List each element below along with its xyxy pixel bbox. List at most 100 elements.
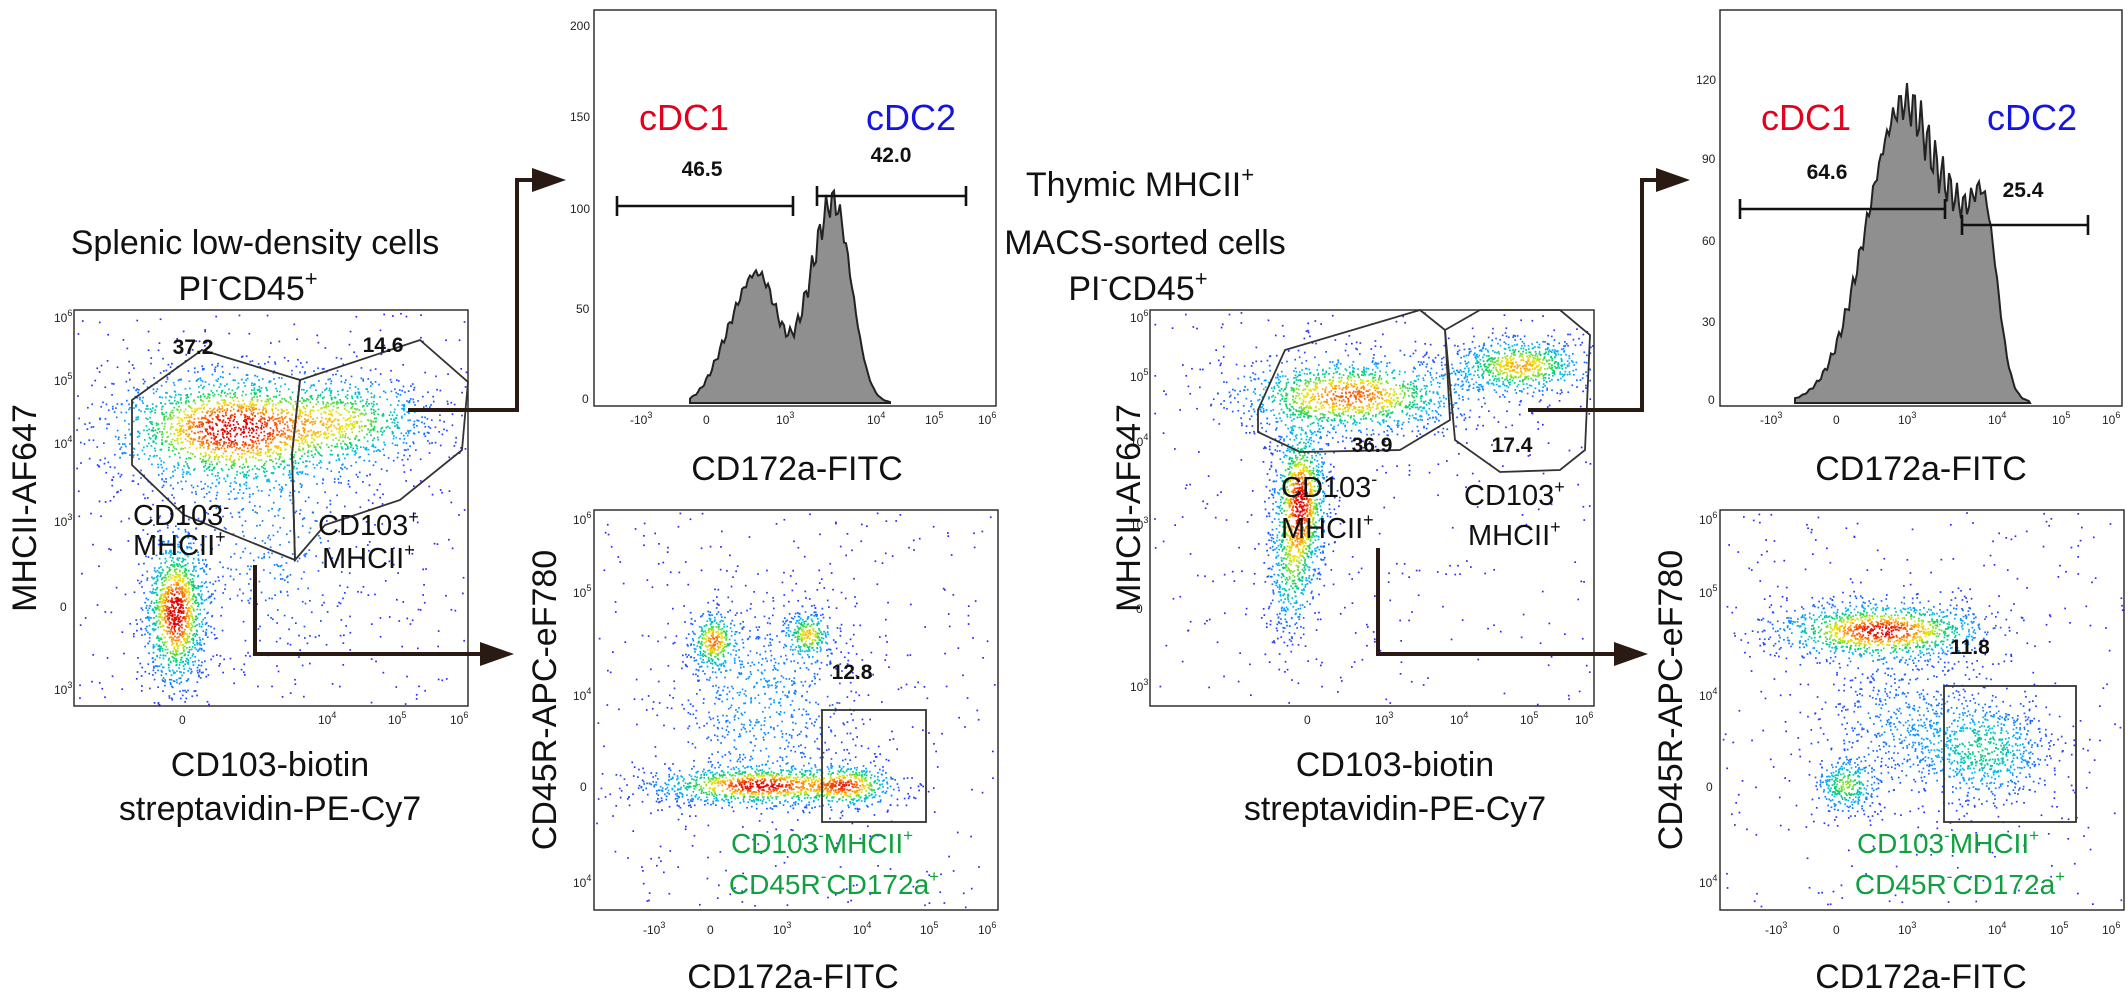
event-dot [384, 580, 387, 582]
event-dot [198, 603, 200, 606]
event-dot [133, 386, 135, 389]
event-dot [333, 419, 336, 422]
event-dot [339, 400, 342, 403]
event-dot [829, 774, 832, 777]
event-dot [637, 787, 640, 790]
event-dot [349, 446, 352, 449]
event-dot [197, 378, 200, 380]
event-dot [145, 555, 147, 558]
event-dot [111, 382, 113, 385]
event-dot [162, 680, 164, 682]
event-dot [317, 443, 320, 446]
event-dot [346, 445, 349, 448]
event-dot [183, 638, 185, 640]
event-dot [303, 695, 305, 698]
event-dot [195, 528, 197, 530]
event-dot [192, 637, 195, 640]
event-dot [274, 418, 276, 420]
event-dot [153, 622, 155, 624]
event-dot [351, 407, 353, 409]
event-dot [169, 550, 171, 553]
event-dot [187, 607, 189, 610]
event-dot [251, 382, 253, 384]
event-dot [249, 429, 251, 431]
event-dot [237, 408, 240, 411]
event-dot [217, 544, 220, 546]
event-dot [168, 630, 170, 633]
event-dot [381, 431, 384, 434]
event-dot [236, 473, 238, 476]
event-dot [359, 400, 362, 403]
event-dot [179, 564, 182, 567]
event-dot [761, 763, 764, 766]
event-dot [260, 439, 263, 442]
event-dot [264, 400, 267, 403]
event-dot [197, 558, 200, 560]
event-dot [382, 448, 385, 451]
event-dot [160, 600, 162, 603]
event-dot [168, 586, 171, 588]
event-dot [252, 493, 254, 495]
event-dot [309, 395, 312, 398]
event-dot [272, 465, 275, 468]
event-dot [292, 420, 295, 422]
event-dot [194, 599, 197, 602]
event-dot [274, 383, 276, 385]
event-dot [756, 796, 759, 799]
event-dot [132, 456, 134, 459]
event-dot [268, 480, 271, 483]
event-dot [393, 419, 396, 422]
event-dot [373, 426, 376, 428]
event-dot [300, 577, 303, 580]
event-dot [301, 470, 304, 473]
event-dot [261, 540, 264, 542]
event-dot [172, 544, 175, 547]
event-dot [186, 639, 188, 642]
event-dot [175, 402, 178, 405]
event-dot [197, 396, 199, 398]
event-dot [307, 414, 309, 417]
event-dot [174, 439, 176, 442]
event-dot [307, 446, 310, 448]
event-dot [298, 471, 301, 473]
event-dot [251, 360, 254, 362]
event-dot [441, 679, 444, 682]
event-dot [155, 576, 158, 578]
event-dot [201, 438, 204, 440]
event-dot [184, 413, 187, 416]
left-title-line1: Splenic low-density cells [71, 224, 440, 262]
event-dot [427, 425, 430, 428]
event-dot [402, 385, 405, 388]
event-dot [350, 464, 353, 467]
event-dot [454, 441, 457, 444]
event-dot [217, 418, 219, 420]
left-gate-cd103pos [291, 338, 469, 563]
event-dot [259, 420, 262, 423]
event-dot [245, 374, 248, 376]
event-dot [406, 617, 409, 620]
event-dot [141, 620, 144, 623]
event-dot [190, 430, 193, 433]
left-gate-cd103pos-label-1: CD103+ [318, 507, 419, 542]
event-dot [284, 417, 286, 419]
event-dot [792, 779, 794, 782]
event-dot [338, 530, 340, 533]
event-dot [392, 431, 394, 434]
event-dot [269, 546, 272, 549]
event-dot [401, 407, 403, 410]
event-dot [164, 584, 166, 586]
event-dot [427, 391, 429, 394]
event-dot [335, 459, 338, 462]
event-dot [754, 770, 757, 773]
event-dot [330, 397, 333, 400]
event-dot [157, 530, 159, 533]
event-dot [313, 439, 316, 441]
event-dot [600, 787, 603, 790]
event-dot [375, 450, 378, 452]
event-dot [655, 790, 658, 792]
event-dot [181, 636, 184, 638]
event-dot [770, 778, 772, 781]
event-dot [107, 333, 109, 336]
event-dot [286, 443, 289, 446]
event-dot [223, 477, 225, 480]
